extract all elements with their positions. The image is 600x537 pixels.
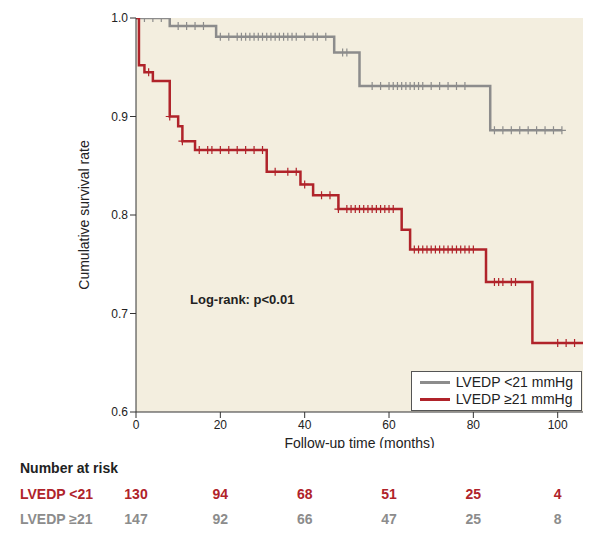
html-text:25: 25 [465, 511, 482, 527]
html-text:LVEDP ≥21: LVEDP ≥21 [20, 511, 93, 527]
svg-text:40: 40 [298, 418, 312, 432]
svg-text:60: 60 [382, 418, 396, 432]
html-text:66: 66 [296, 511, 313, 527]
html-text:LVEDP <21: LVEDP <21 [20, 486, 93, 502]
html-text:47: 47 [381, 511, 397, 527]
html-text:LVEDP <21 mmHg: LVEDP <21 mmHg [455, 374, 573, 390]
html-text:68: 68 [296, 486, 313, 502]
svg-text:0.7: 0.7 [111, 307, 128, 321]
svg-text:Follow-up time (months): Follow-up time (months) [284, 435, 434, 448]
svg-text:100: 100 [548, 418, 568, 432]
svg-text:0.6: 0.6 [111, 405, 128, 419]
html-text:25: 25 [465, 486, 482, 502]
svg-text:0: 0 [133, 418, 140, 432]
html-text:92: 92 [212, 511, 229, 527]
html-text:8: 8 [553, 511, 562, 527]
svg-text:0.9: 0.9 [111, 110, 128, 124]
html-text:Log-rank: p<0.01: Log-rank: p<0.01 [190, 292, 295, 307]
html-text:94: 94 [212, 486, 229, 502]
html-text:147: 147 [124, 511, 148, 527]
svg-text:Cumulative survival rate: Cumulative survival rate [76, 140, 92, 290]
svg-text:1.0: 1.0 [111, 11, 128, 25]
html-text:4: 4 [553, 486, 562, 502]
html-text:130: 130 [124, 486, 148, 502]
html-text:LVEDP ≥21 mmHg: LVEDP ≥21 mmHg [455, 391, 573, 407]
html-text:51: 51 [381, 486, 397, 502]
svg-text:0.8: 0.8 [111, 208, 128, 222]
html-text:Number at risk: Number at risk [20, 460, 118, 476]
svg-text:20: 20 [214, 418, 228, 432]
svg-text:80: 80 [467, 418, 481, 432]
